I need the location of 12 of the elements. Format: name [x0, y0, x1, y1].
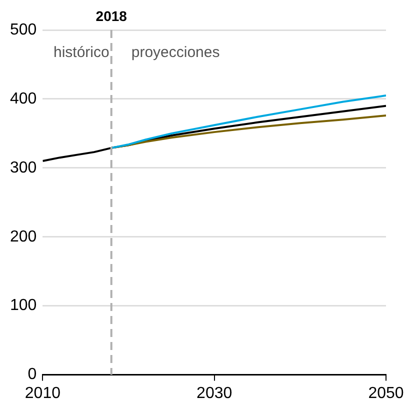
ref-line-label: 2018: [96, 8, 128, 24]
y-tick-label: 400: [10, 90, 37, 108]
y-tick-label: 0: [28, 366, 37, 384]
y-tick-label: 300: [10, 159, 37, 176]
annotation: proyecciones: [131, 44, 220, 62]
y-tick-label: 100: [10, 297, 37, 314]
x-tick-label: 2030: [196, 384, 232, 402]
x-tick-label: 2050: [368, 384, 404, 402]
annotation: histórico: [53, 44, 110, 62]
x-tick-label: 2010: [24, 384, 61, 402]
y-tick-label: 200: [10, 228, 37, 246]
y-tick-label: 500: [10, 21, 37, 38]
